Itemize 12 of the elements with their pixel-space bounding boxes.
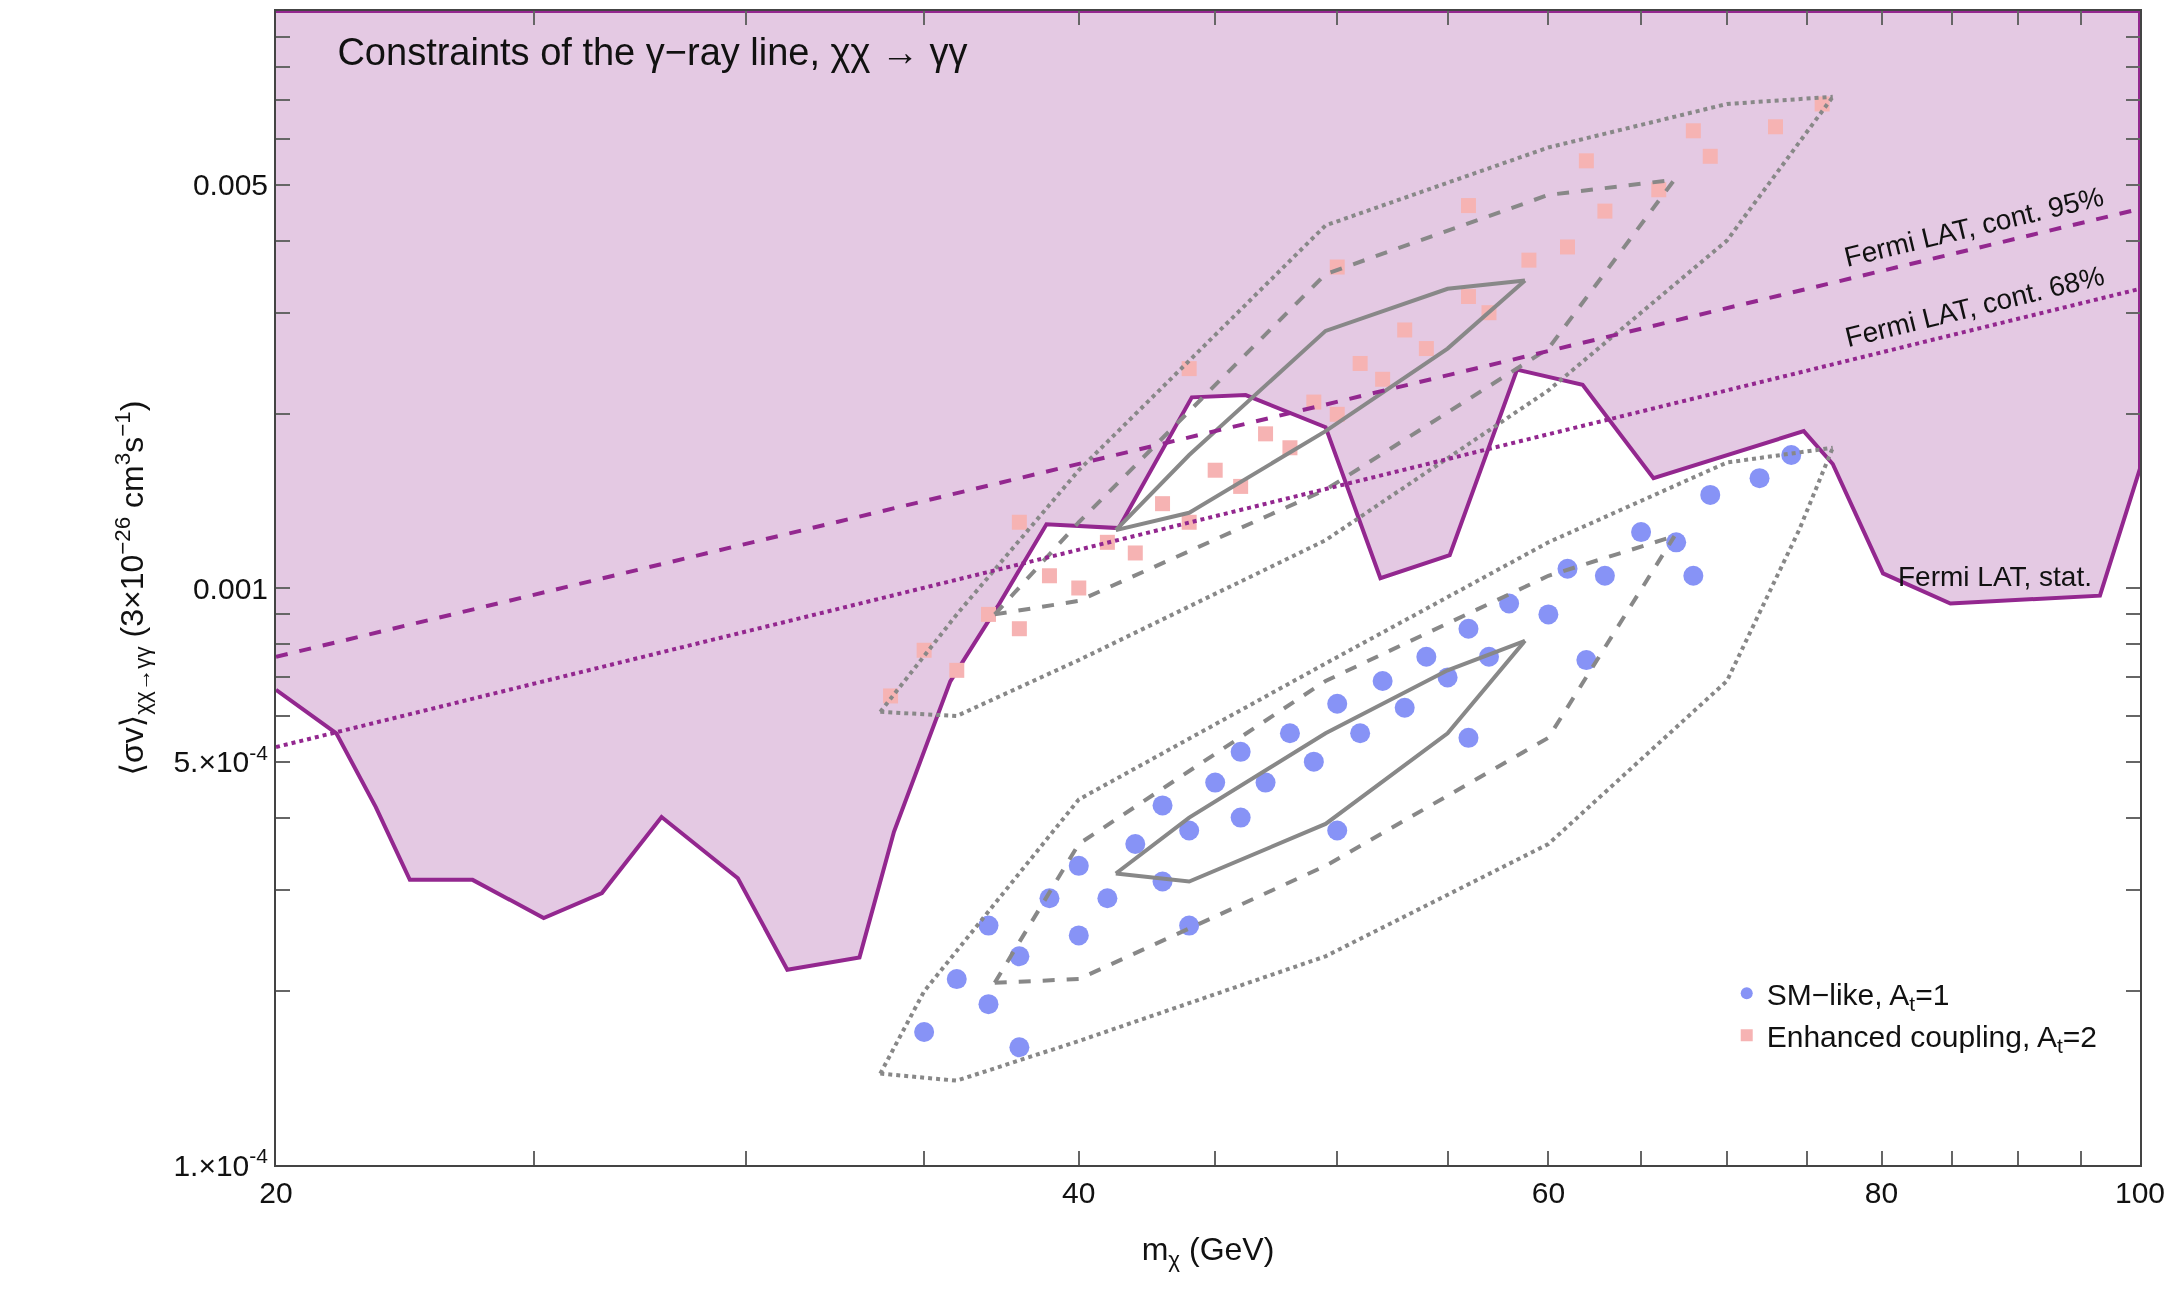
x-tick-label: 60 [1531,1176,1566,1209]
x-tick-label: 100 [2114,1176,2166,1209]
y-tick-label: 5.×10$^{-4}$ [173,740,269,779]
y-tick-label: 0.005 [192,168,268,202]
text: Constraints of the γ−ray line, χχ → γγ [337,31,968,74]
x-axis-title: m$_{χ}$ (GeV) [1141,1231,1275,1273]
y-tick-label: 0.001 [192,571,268,605]
x-tick-label: 80 [1864,1176,1899,1209]
x-tick-label: 40 [1062,1176,1096,1209]
legend-label: Enhanced coupling, A$_{t}$=2 [1766,1019,2098,1058]
annotation: Fermi LAT, stat. [1898,561,2092,592]
legend-label: SM−like, A$_{t}$=1 [1766,977,1950,1016]
